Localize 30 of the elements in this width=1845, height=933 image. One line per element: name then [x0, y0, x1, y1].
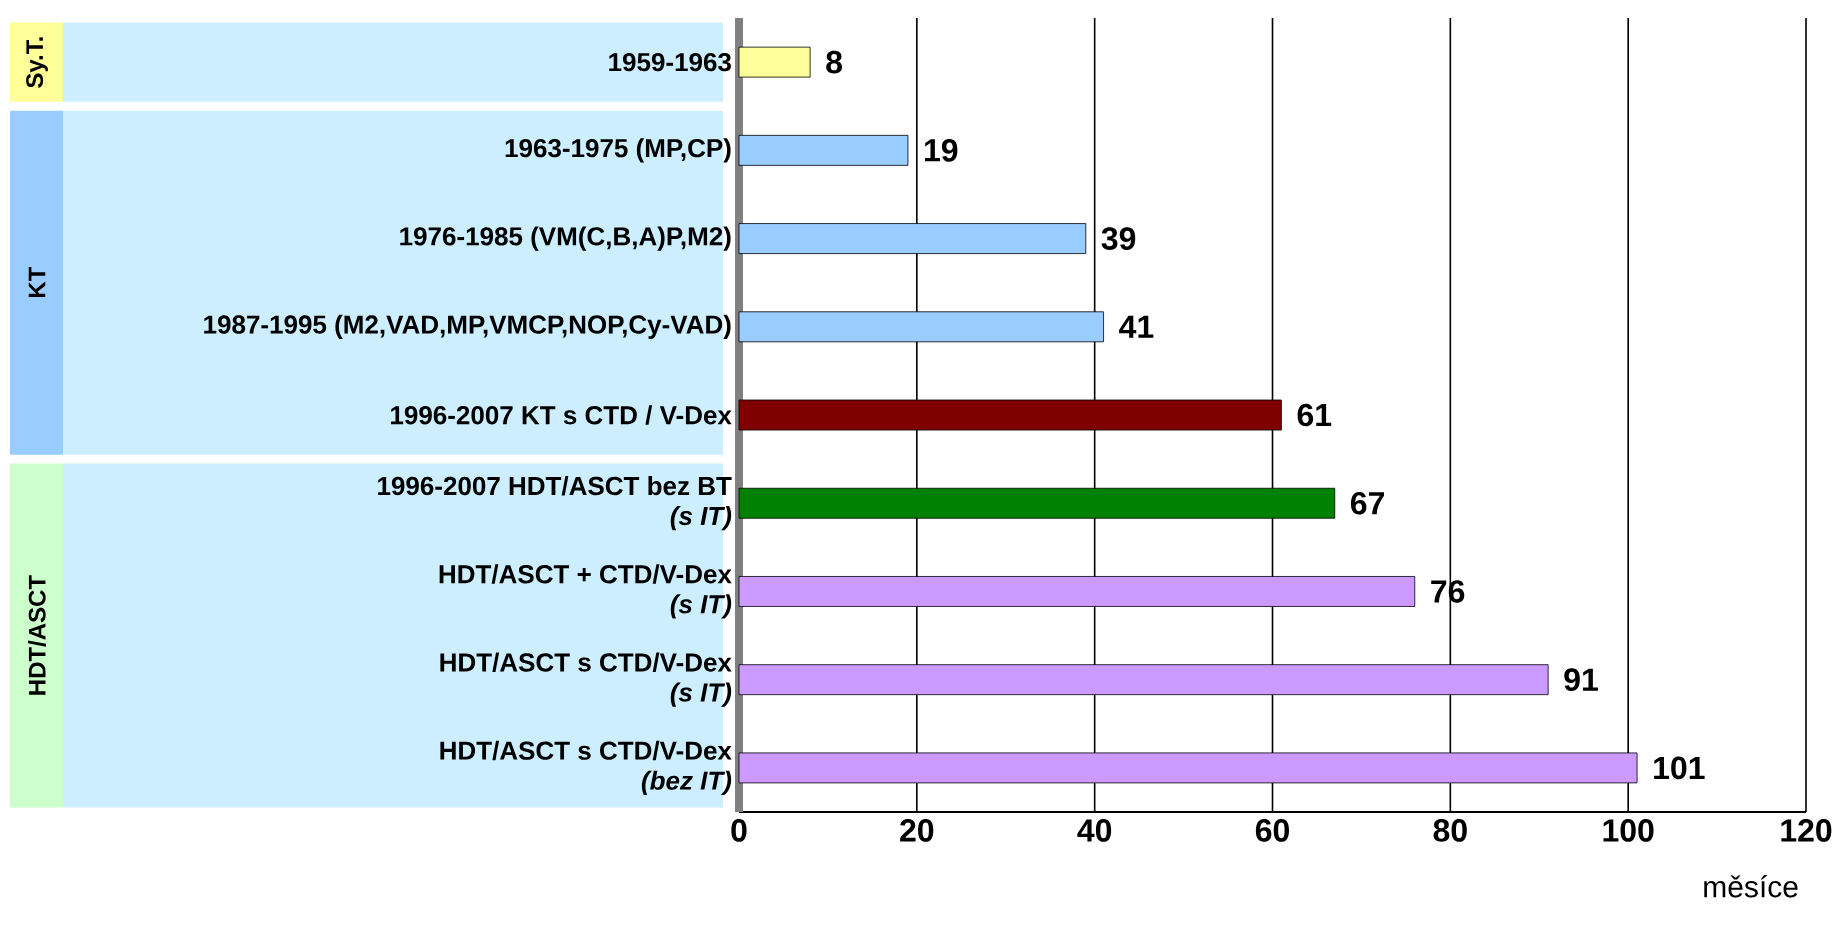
data-label: 91 [1564, 668, 1598, 692]
data-label: 39 [1101, 227, 1136, 250]
x-tick-label: 80 [1433, 819, 1467, 842]
x-tick-label: 100 [1603, 819, 1654, 842]
x-tick-label: 40 [1077, 819, 1112, 842]
data-label: 41 [1119, 315, 1154, 338]
y-tick-label: 1996-2007 HDT/ASCT bez BT (s IT) [378, 476, 732, 531]
y-tick-label: HDT/ASCT s CTD/V-Dex (s IT) [440, 652, 732, 707]
x-tick-label: 60 [1255, 819, 1289, 842]
y-tick-label: 1959-1963 [609, 52, 731, 72]
data-label: 8 [826, 50, 843, 74]
x-tick-label: 0 [731, 819, 747, 842]
text: HDT/ASCT [28, 575, 46, 695]
text: KT [28, 266, 46, 298]
bar [738, 46, 811, 78]
bar [738, 134, 909, 166]
y-tick-label: 1976-1985 (VM(C,B,A)P,M2) [400, 226, 731, 251]
data-label: 19 [925, 139, 958, 162]
y-tick-label: 1987-1995 (M2,VAD,MP,VMCP,NOP,Cy-VAD) [204, 314, 731, 339]
x-tick-label: 20 [900, 819, 934, 842]
data-label: 101 [1654, 756, 1705, 780]
x-axis-title: měsíce [1704, 875, 1798, 898]
y-tick-label: HDT/ASCT s CTD/V-Dex (bez IT) [440, 740, 732, 796]
y-tick-label: 1963-1975 (MP,CP) [505, 138, 731, 163]
y-tick-label: 1996-2007 KT s CTD / V-Dex [391, 405, 732, 425]
text: Sy.T. [26, 37, 48, 88]
x-tick-label: 120 [1781, 819, 1832, 842]
data-label: 61 [1297, 403, 1332, 427]
y-tick-label: HDT/ASCT + CTD/V-Dex (s IT) [439, 564, 732, 619]
data-label: 67 [1350, 491, 1384, 515]
